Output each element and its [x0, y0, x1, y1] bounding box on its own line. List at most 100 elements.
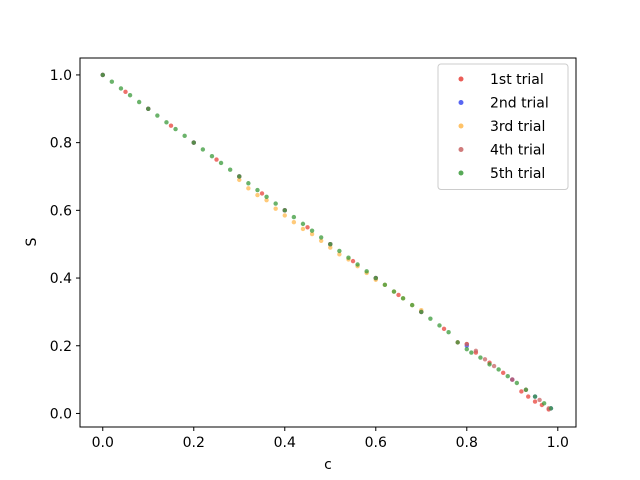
x-tick-label: 0.6: [365, 435, 387, 451]
point-s5-16: [246, 181, 251, 186]
point-s5-49: [541, 401, 547, 406]
y-tick-label: 0.6: [50, 203, 72, 219]
point-s5-28: [355, 262, 360, 267]
y-tick-label: 0.4: [50, 271, 72, 287]
point-s5-47: [523, 387, 529, 392]
point-s4-11: [491, 363, 497, 369]
point-s3-4: [273, 206, 278, 211]
point-s5-50: [548, 406, 554, 411]
plot-frame: [79, 57, 577, 428]
point-s5-4: [136, 99, 142, 105]
point-s5-34: [409, 302, 415, 308]
legend-marker-2: [458, 100, 464, 105]
point-s1-1: [123, 89, 128, 95]
y-axis-label: S: [24, 237, 40, 246]
point-s5-37: [437, 323, 442, 328]
point-s5-5: [146, 106, 151, 111]
point-s5-17: [255, 187, 260, 193]
legend-label-3: 3rd trial: [490, 119, 545, 135]
point-s3-1: [246, 186, 251, 191]
point-s5-25: [328, 241, 333, 247]
point-s1-13: [396, 292, 401, 298]
point-s5-45: [505, 374, 510, 379]
legend-marker-4: [458, 147, 464, 152]
point-s5-9: [182, 133, 187, 139]
point-s3-11: [337, 252, 342, 257]
point-s5-8: [173, 126, 178, 132]
legend-label-2: 2nd trial: [490, 96, 549, 112]
point-s5-2: [118, 86, 124, 91]
point-s3-8: [309, 231, 315, 237]
point-s5-39: [455, 340, 460, 345]
point-s1-9: [305, 225, 310, 230]
legend-label-4: 4th trial: [490, 143, 545, 159]
point-s5-43: [487, 362, 492, 367]
point-s5-48: [532, 394, 538, 399]
point-s5-24: [318, 235, 324, 240]
point-s5-12: [209, 153, 215, 159]
series-5: [100, 72, 554, 411]
y-tick-label: 0.0: [50, 406, 72, 422]
legend-box: [437, 63, 569, 190]
point-s5-23: [309, 228, 315, 233]
point-s5-38: [446, 330, 451, 335]
y-tick-label: 0.8: [50, 136, 72, 152]
x-tick-label: 0.0: [92, 435, 114, 451]
point-s5-35: [419, 309, 424, 315]
point-s5-3: [127, 93, 133, 98]
point-s5-41: [469, 350, 474, 355]
points-layer: [100, 72, 554, 412]
y-tick-label: 0.2: [50, 339, 72, 355]
point-s3-0: [237, 177, 242, 183]
point-s5-33: [400, 296, 406, 301]
point-s5-44: [496, 367, 501, 372]
point-s1-11: [350, 258, 356, 264]
point-s5-7: [164, 120, 169, 125]
point-s4-8: [464, 341, 469, 347]
point-s1-24: [532, 399, 538, 404]
x-tick-label: 0.8: [456, 435, 478, 451]
point-s5-42: [478, 355, 483, 360]
x-axis: 0.0 0.2 0.4 0.6 0.8 1.0: [92, 427, 569, 451]
point-s5-32: [391, 289, 397, 294]
point-s5-31: [382, 282, 388, 288]
x-axis-label: c: [324, 457, 332, 473]
point-s5-46: [514, 380, 520, 386]
point-s5-14: [227, 167, 233, 172]
point-s4-10: [482, 357, 488, 362]
point-s4-12: [510, 377, 515, 382]
point-s1-5: [214, 157, 219, 162]
point-s5-36: [428, 316, 433, 321]
legend-marker-3: [458, 123, 464, 129]
x-tick-label: 0.4: [274, 435, 296, 451]
point-s5-29: [364, 269, 369, 274]
point-s3-2: [255, 192, 260, 198]
point-s3-3: [264, 197, 269, 203]
legend: 1st trial 2nd trial 3rd trial 4th trial 5th …: [437, 63, 569, 190]
point-s4-9: [473, 348, 479, 354]
point-s5-18: [264, 194, 269, 199]
x-tick-label: 1.0: [547, 435, 569, 451]
point-s3-10: [328, 245, 333, 250]
point-s5-15: [237, 174, 242, 179]
y-tick-label: 1.0: [50, 68, 72, 84]
y-axis: 0.0 0.2 0.4 0.6 0.8 1.0: [50, 68, 80, 422]
point-s5-21: [291, 214, 297, 220]
point-s3-9: [318, 238, 324, 244]
point-s5-40: [464, 346, 469, 352]
legend-label-5: 5th trial: [490, 166, 545, 182]
point-s5-22: [300, 221, 306, 227]
point-s3-5: [282, 213, 287, 218]
point-s1-23: [526, 394, 531, 399]
point-s5-6: [155, 113, 160, 118]
point-s5-20: [282, 208, 287, 213]
point-s1-20: [500, 370, 506, 376]
point-s4-14: [537, 397, 542, 403]
point-s3-6: [291, 219, 297, 225]
point-s1-22: [519, 389, 524, 394]
x-tick-label: 0.2: [183, 435, 205, 451]
point-s1-3: [168, 123, 174, 128]
point-s1-15: [441, 326, 447, 332]
point-s5-10: [191, 140, 196, 145]
